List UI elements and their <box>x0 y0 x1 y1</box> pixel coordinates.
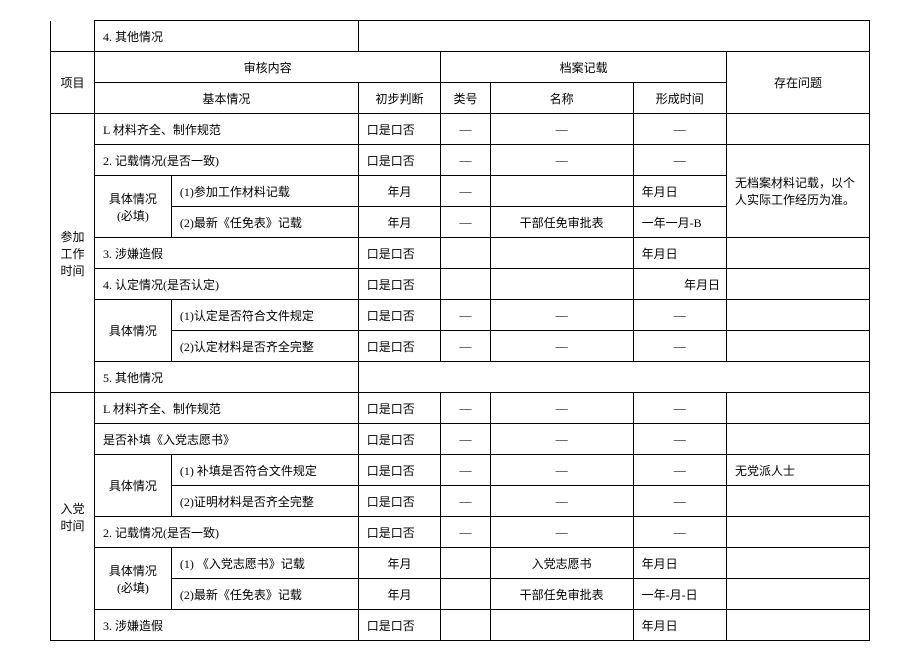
s2-r3d2: (2)最新《任免表》记载 <box>171 579 358 610</box>
s2-name: 入党时间 <box>51 393 95 641</box>
s1-detail2: 具体情况 <box>94 300 171 362</box>
s1-d1: (1)参加工作材料记载 <box>171 176 358 207</box>
s2-note: 无党派人士 <box>727 455 870 486</box>
s2-detail: 具体情况 <box>94 455 171 517</box>
s1-r4d2: (2)认定材料是否齐全完整 <box>171 331 358 362</box>
cell: 口是口否 <box>358 114 440 145</box>
s2-r3d1: (1) 《入党志愿书》记载 <box>171 548 358 579</box>
hdr-judge: 初步判断 <box>358 83 440 114</box>
s2-r3: 2. 记载情况(是否一致) <box>94 517 358 548</box>
hdr-project: 项目 <box>51 52 95 114</box>
hdr-file: 档案记载 <box>441 52 727 83</box>
s1-note: 无档案材料记载，以个人实际工作经历为准。 <box>727 145 870 238</box>
s1-name: 参加工作时间 <box>51 114 95 393</box>
s1-r3: 3. 涉嫌造假 <box>94 238 358 269</box>
s1-r4d1: (1)认定是否符合文件规定 <box>171 300 358 331</box>
s1-detail: 具体情况(必填) <box>94 176 171 238</box>
hdr-issue: 存在问题 <box>727 52 870 114</box>
hdr-time: 形成时间 <box>633 83 726 114</box>
s1-d2: (2)最新《任免表》记载 <box>171 207 358 238</box>
s2-r4: 3. 涉嫌造假 <box>94 610 358 641</box>
s2-d2: (2)证明材料是否齐全完整 <box>171 486 358 517</box>
hdr-review: 审核内容 <box>94 52 440 83</box>
s2-d1: (1) 补填是否符合文件规定 <box>171 455 358 486</box>
s1-r1: L 材料齐全、制作规范 <box>94 114 358 145</box>
hdr-basic: 基本情况 <box>94 83 358 114</box>
hdr-type: 类号 <box>441 83 490 114</box>
s2-r1: L 材料齐全、制作规范 <box>94 393 358 424</box>
s1-r5: 5. 其他情况 <box>94 362 358 393</box>
s2-r2: 是否补填《入党志愿书》 <box>94 424 358 455</box>
hdr-name: 名称 <box>490 83 633 114</box>
form-table: 4. 其他情况 项目 审核内容 档案记载 存在问题 基本情况 初步判断 类号 名… <box>50 20 870 641</box>
s1-r2: 2. 记载情况(是否一致) <box>94 145 358 176</box>
top-other: 4. 其他情况 <box>94 21 358 52</box>
s2-detail2: 具体情况(必填) <box>94 548 171 610</box>
s1-r4: 4. 认定情况(是否认定) <box>94 269 358 300</box>
